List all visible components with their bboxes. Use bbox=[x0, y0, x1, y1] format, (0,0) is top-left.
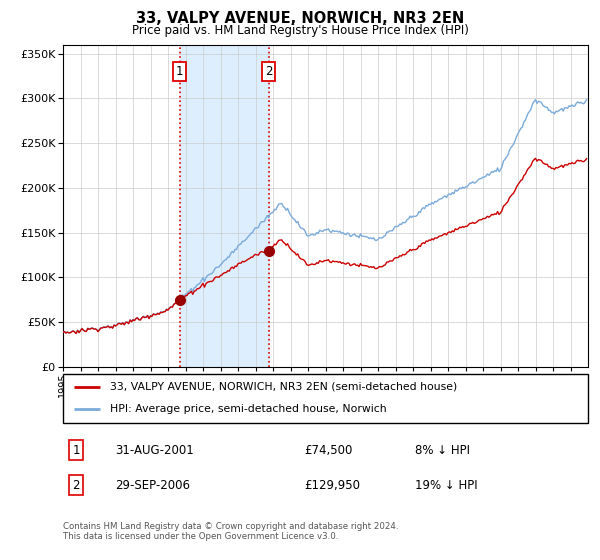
Text: 33, VALPY AVENUE, NORWICH, NR3 2EN: 33, VALPY AVENUE, NORWICH, NR3 2EN bbox=[136, 11, 464, 26]
Text: 2: 2 bbox=[265, 65, 272, 78]
Text: HPI: Average price, semi-detached house, Norwich: HPI: Average price, semi-detached house,… bbox=[110, 404, 387, 414]
Text: This data is licensed under the Open Government Licence v3.0.: This data is licensed under the Open Gov… bbox=[63, 532, 338, 541]
Text: £74,500: £74,500 bbox=[305, 444, 353, 457]
Text: 29-SEP-2006: 29-SEP-2006 bbox=[115, 478, 191, 492]
Text: £129,950: £129,950 bbox=[305, 478, 361, 492]
Text: 1: 1 bbox=[176, 65, 184, 78]
Text: Contains HM Land Registry data © Crown copyright and database right 2024.: Contains HM Land Registry data © Crown c… bbox=[63, 522, 398, 531]
Text: 19% ↓ HPI: 19% ↓ HPI bbox=[415, 478, 478, 492]
Bar bbox=[179, 45, 269, 367]
Text: 1: 1 bbox=[73, 444, 80, 457]
Text: 2: 2 bbox=[73, 478, 80, 492]
Text: Price paid vs. HM Land Registry's House Price Index (HPI): Price paid vs. HM Land Registry's House … bbox=[131, 24, 469, 36]
Text: 8% ↓ HPI: 8% ↓ HPI bbox=[415, 444, 470, 457]
Text: 31-AUG-2001: 31-AUG-2001 bbox=[115, 444, 194, 457]
Text: 33, VALPY AVENUE, NORWICH, NR3 2EN (semi-detached house): 33, VALPY AVENUE, NORWICH, NR3 2EN (semi… bbox=[110, 382, 458, 392]
